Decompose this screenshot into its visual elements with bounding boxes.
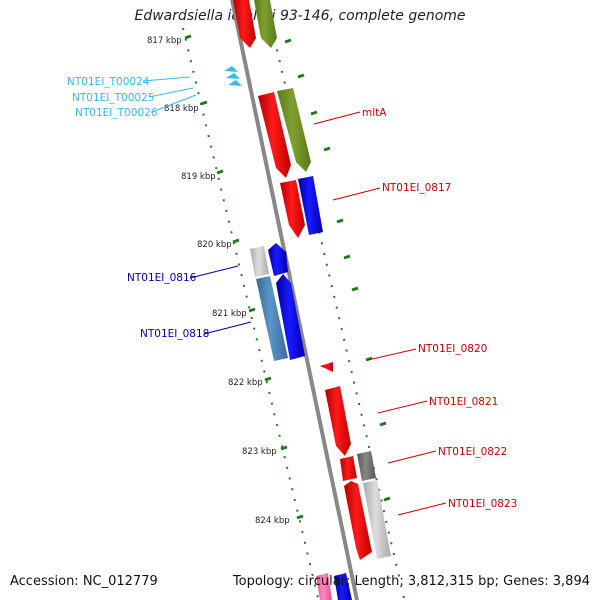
leader-0818 (203, 321, 252, 335)
label-t00026[interactable]: NT01EI_T00026 (75, 107, 158, 119)
leader-t26 (151, 94, 197, 113)
tick-outer-6 (343, 254, 351, 260)
leader-0820 (367, 348, 417, 361)
tick-outer-5 (336, 218, 344, 224)
tick-outer-1 (284, 38, 292, 44)
leader-0822 (387, 450, 437, 464)
gene-bottom-pink[interactable] (316, 573, 332, 600)
gene-bottom-blue[interactable] (334, 573, 352, 600)
tick-outer-10 (383, 496, 391, 502)
trna-arrow-26[interactable] (228, 80, 242, 86)
gene-mlta-red[interactable] (258, 92, 291, 178)
tick-marks (184, 34, 391, 520)
leader-0817 (332, 187, 381, 201)
trna-arrow-25[interactable] (226, 73, 240, 79)
trna-arrow-24[interactable] (224, 66, 238, 72)
tick-821 (248, 307, 256, 313)
label-nt01ei-0818[interactable]: NT01EI_0818 (140, 328, 209, 340)
tick-label-819: 819 kbp (181, 172, 216, 182)
genome-backbone (230, 0, 359, 600)
gene-0816-grey[interactable] (250, 246, 269, 277)
tick-label-817: 817 kbp (147, 36, 182, 46)
tick-label-822: 822 kbp (228, 378, 263, 388)
label-nt01ei-0820[interactable]: NT01EI_0820 (418, 343, 487, 355)
tick-outer-7 (351, 286, 359, 292)
gene-0821-red[interactable] (325, 386, 351, 456)
gene-0818-blue[interactable] (276, 274, 305, 360)
tick-824 (296, 514, 304, 520)
tick-818 (200, 100, 208, 106)
gene-top-olive[interactable] (254, 0, 277, 48)
gene-0822-dark[interactable] (357, 451, 376, 481)
tick-label-824: 824 kbp (255, 516, 290, 526)
tick-outer-8 (365, 356, 373, 362)
tick-820 (232, 238, 240, 244)
tick-label-820: 820 kbp (197, 240, 232, 250)
tick-817 (184, 34, 192, 40)
genome-summary-text: Topology: circular; Length: 3,812,315 bp… (232, 574, 590, 589)
leader-0816 (189, 265, 239, 279)
label-nt01ei-0823[interactable]: NT01EI_0823 (448, 498, 517, 510)
gene-0823-red[interactable] (344, 481, 372, 560)
leader-t24 (142, 76, 191, 82)
gene-0816-blue[interactable] (268, 243, 288, 276)
label-t00025[interactable]: NT01EI_T00025 (72, 92, 154, 104)
gene-0820-red[interactable] (320, 362, 333, 372)
map-title: Edwardsiella ictaluri 93-146, complete g… (134, 8, 466, 24)
tick-outer-4 (323, 146, 331, 152)
gene-0823-grey[interactable] (363, 480, 391, 559)
label-nt01ei-0822[interactable]: NT01EI_0822 (438, 446, 507, 458)
gene-0817-blue[interactable] (298, 176, 323, 235)
leader-mlta (313, 111, 361, 125)
label-nt01ei-0821[interactable]: NT01EI_0821 (429, 396, 498, 408)
tick-outer-9 (379, 421, 387, 427)
tick-label-821: 821 kbp (212, 309, 247, 319)
trna-arrows[interactable] (224, 66, 242, 86)
leader-0823 (397, 502, 447, 516)
tick-outer-3 (310, 110, 318, 116)
tick-822 (264, 376, 272, 382)
tick-label-823: 823 kbp (242, 447, 277, 457)
leader-t25 (148, 87, 194, 98)
label-t00024[interactable]: NT01EI_T00024 (67, 76, 150, 88)
gene-0822-red[interactable] (340, 456, 357, 481)
tick-823 (280, 445, 288, 451)
leader-0821 (377, 400, 428, 414)
gene-top-red[interactable] (233, 0, 256, 48)
gene-mlta-olive[interactable] (277, 88, 311, 172)
label-nt01ei-0816[interactable]: NT01EI_0816 (127, 272, 197, 284)
tick-label-818: 818 kbp (164, 104, 199, 114)
label-mlta[interactable]: mltA (362, 107, 387, 119)
gene-0818-steel[interactable] (256, 276, 288, 361)
gene-0817-red[interactable] (280, 180, 305, 238)
tick-outer-2 (297, 73, 305, 79)
accession-text: Accession: NC_012779 (10, 574, 158, 589)
label-nt01ei-0817[interactable]: NT01EI_0817 (382, 182, 451, 194)
leader-lines (142, 76, 447, 516)
tick-819 (216, 169, 224, 175)
